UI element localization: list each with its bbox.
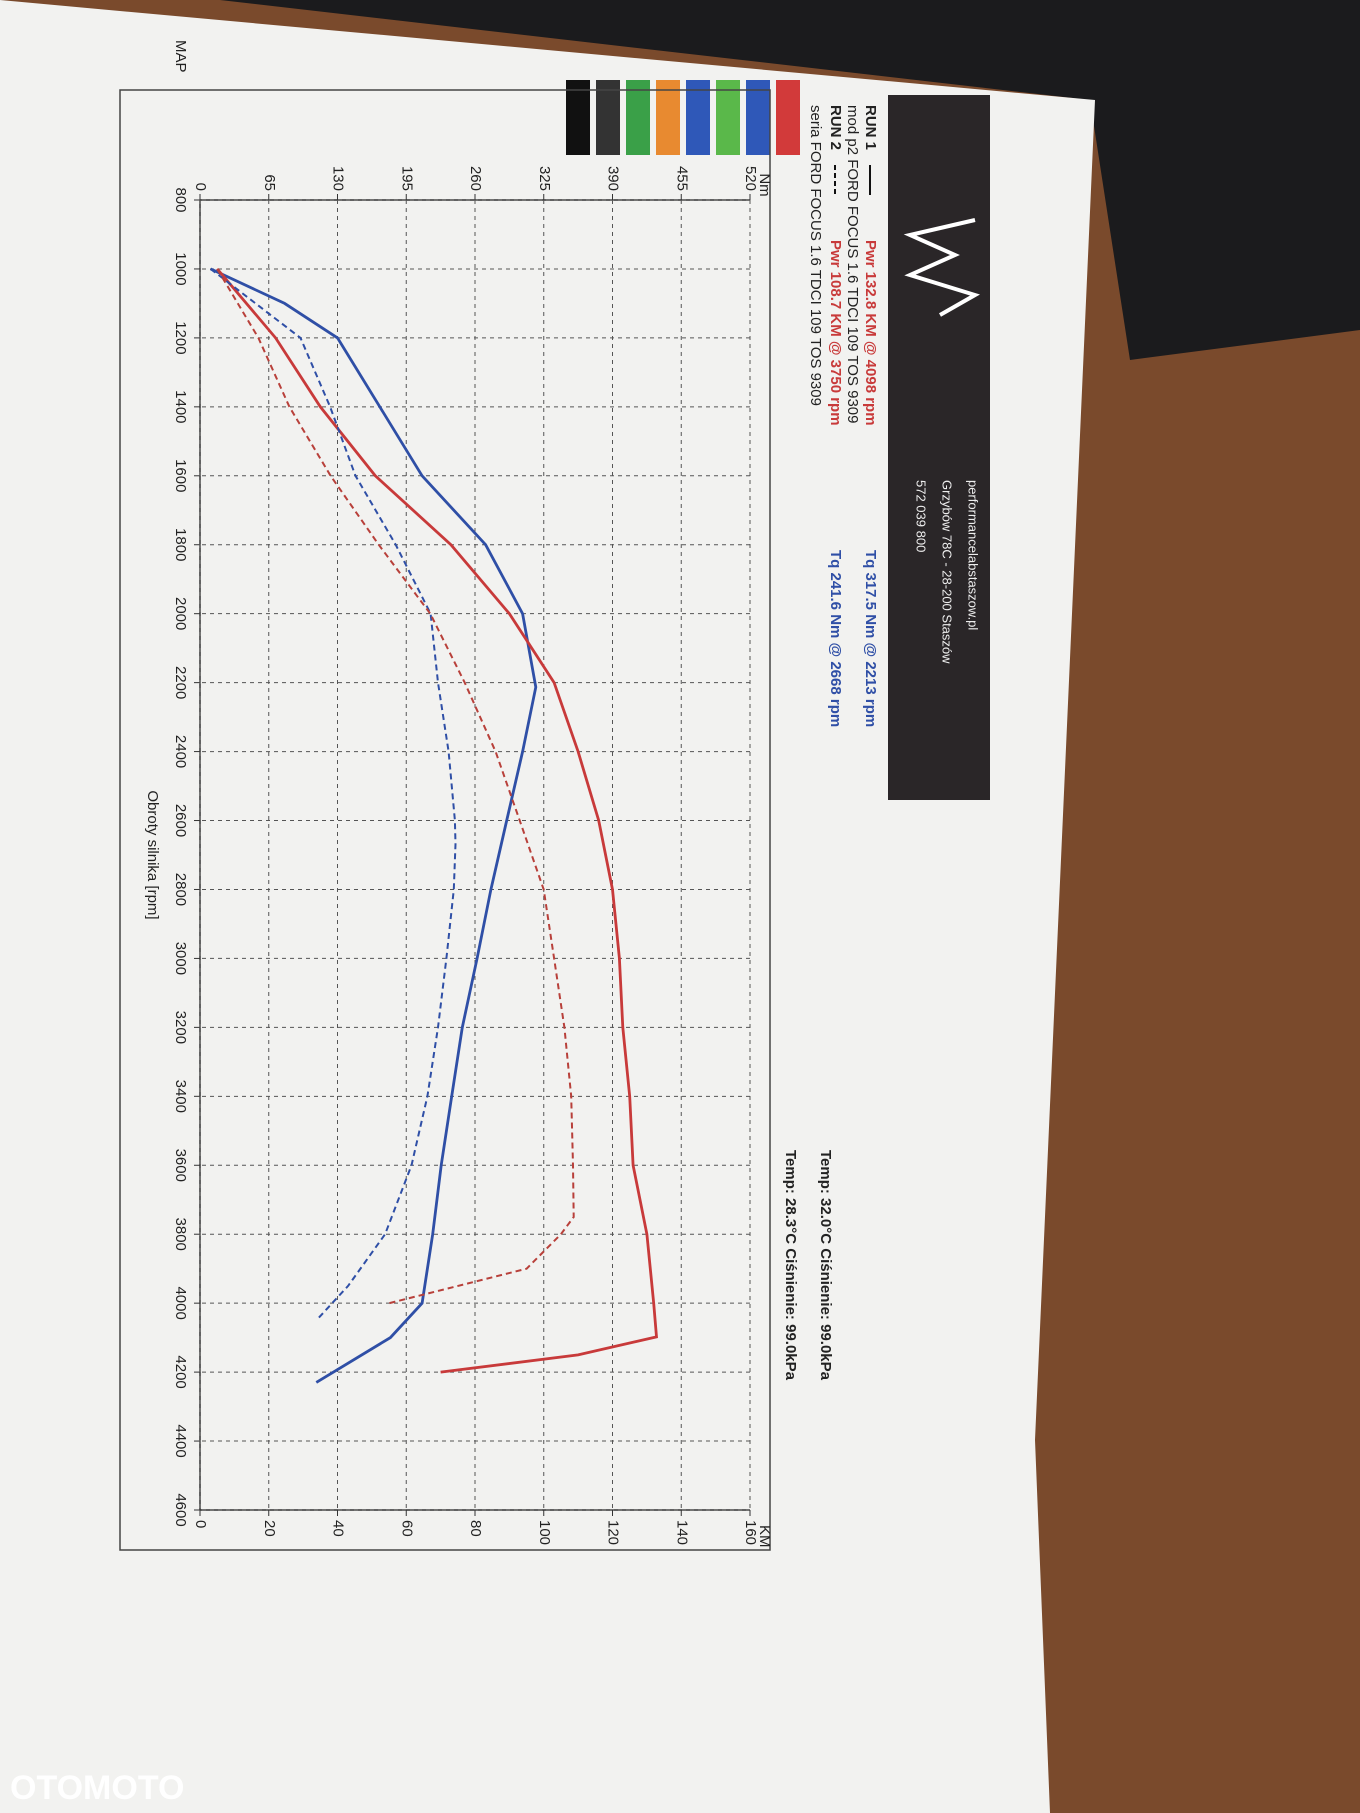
address: Grzybów 78C - 28-200 Staszów <box>940 480 955 664</box>
series-line <box>216 267 658 1374</box>
y2-tick-label: 40 <box>330 1520 347 1537</box>
paper <box>0 0 1095 1813</box>
y-tick-label: 195 <box>398 166 415 191</box>
x-tick-label: 2200 <box>172 666 189 699</box>
x-tick-label: 2400 <box>172 735 189 768</box>
frame <box>119 89 771 1551</box>
run-conditions: Temp: 28.3°C Ciśnienie: 99.0kPa <box>782 1150 799 1381</box>
x-tick-label: 1400 <box>172 390 189 423</box>
legend-swatch <box>776 80 800 155</box>
series-line <box>216 268 575 1305</box>
legend-swatch <box>566 80 590 155</box>
x-tick-label: 2000 <box>172 597 189 630</box>
x-tick-label: 1000 <box>172 252 189 285</box>
legend-swatch <box>746 80 770 155</box>
series-line <box>210 267 538 1384</box>
x-tick-label: 4400 <box>172 1424 189 1457</box>
x-tick-label: 4200 <box>172 1355 189 1388</box>
x-tick-label: 4000 <box>172 1286 189 1319</box>
y-tick-label: 325 <box>536 166 553 191</box>
legend-swatch <box>596 80 620 155</box>
run-conditions: Temp: 32.0°C Ciśnienie: 99.0kPa <box>817 1150 834 1381</box>
run-label: RUN 2 <box>827 105 844 150</box>
x-tick-label: 3800 <box>172 1218 189 1251</box>
y2-tick-label: 100 <box>536 1520 553 1545</box>
watermark: OTOMOTO <box>10 1769 184 1807</box>
run-vehicle: seria FORD FOCUS 1.6 TDCI 109 TOS 9309 <box>807 105 824 406</box>
x-tick-label: 2800 <box>172 873 189 906</box>
legend-swatch <box>716 80 740 155</box>
y2-tick-label: 80 <box>467 1520 484 1537</box>
y2-tick-label: 120 <box>605 1520 622 1545</box>
y2-tick-label: 20 <box>261 1520 278 1537</box>
website: performancelabstaszow.pl <box>966 480 981 630</box>
run-torque: Tq 317.5 Nm @ 2213 rpm <box>862 550 879 727</box>
y2-axis-unit: KM <box>756 1525 773 1548</box>
logo <box>903 218 981 317</box>
y-tick-label: 455 <box>673 166 690 191</box>
legend-swatch <box>626 80 650 155</box>
run-power: Pwr 132.8 KM @ 4098 rpm <box>862 240 879 426</box>
run-torque: Tq 241.6 Nm @ 2668 rpm <box>827 550 844 727</box>
y-tick-label: 260 <box>467 166 484 191</box>
x-tick-label: 1800 <box>172 528 189 561</box>
run-vehicle: mod p2 FORD FOCUS 1.6 TDCI 109 TOS 9309 <box>844 105 861 423</box>
printout: performancelabstaszow.pl Grzybów 78C - 2… <box>119 40 990 1551</box>
y2-tick-label: 60 <box>398 1520 415 1537</box>
keyboard <box>220 0 1360 360</box>
x-tick-label: 3200 <box>172 1011 189 1044</box>
x-tick-label: 4600 <box>172 1493 189 1526</box>
map-label: MAP <box>172 40 189 73</box>
y-tick-label: 0 <box>192 183 209 191</box>
x-tick-label: 2600 <box>172 804 189 837</box>
legend-swatch <box>686 80 710 155</box>
y2-tick-label: 140 <box>673 1520 690 1545</box>
x-axis-label: Obroty silnika [rpm] <box>144 790 161 919</box>
x-tick-label: 3600 <box>172 1149 189 1182</box>
legend-swatch <box>656 80 680 155</box>
y-tick-label: 390 <box>605 166 622 191</box>
x-tick-label: 3400 <box>172 1080 189 1113</box>
header-box <box>888 95 990 800</box>
run-power: Pwr 108.7 KM @ 3750 rpm <box>827 240 844 426</box>
x-tick-label: 800 <box>172 187 189 212</box>
x-tick-label: 1600 <box>172 459 189 492</box>
x-tick-label: 3000 <box>172 942 189 975</box>
x-tick-label: 1200 <box>172 321 189 354</box>
run-label: RUN 1 <box>862 105 879 150</box>
y2-tick-label: 160 <box>742 1520 759 1545</box>
y-axis-unit: Nm <box>756 173 773 196</box>
y2-tick-label: 0 <box>192 1520 209 1528</box>
y-tick-label: 520 <box>742 166 759 191</box>
y-tick-label: 130 <box>330 166 347 191</box>
y-tick-label: 65 <box>261 174 278 191</box>
phone: 572 039 800 <box>914 480 929 552</box>
